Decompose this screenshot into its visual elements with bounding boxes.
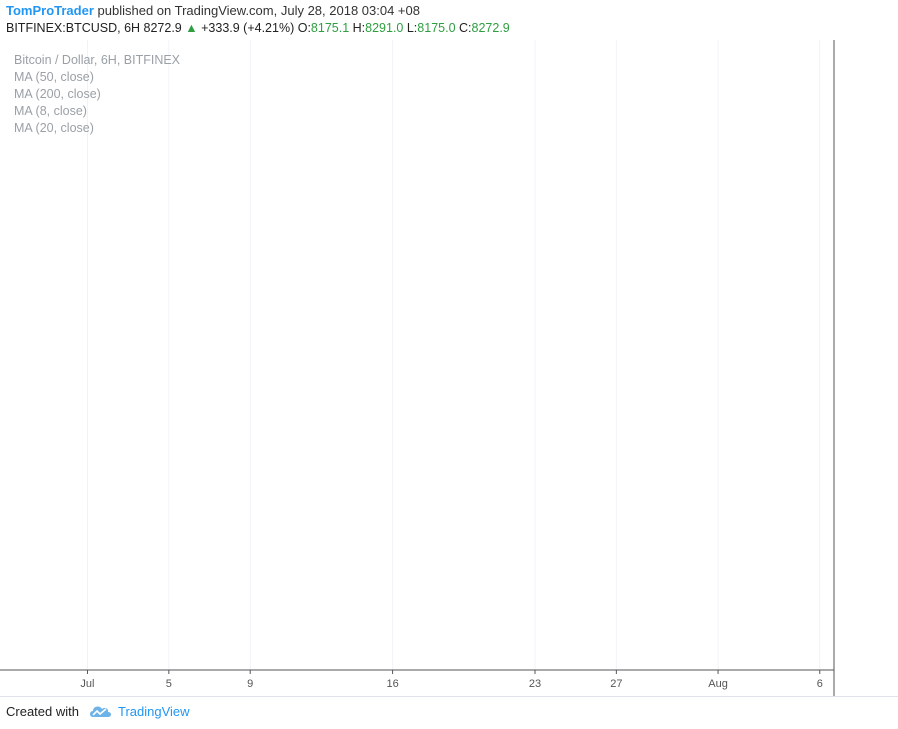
ohlc-values: O:8175.1 H:8291.0 L:8175.0 C:8272.9: [298, 21, 510, 35]
legend-ma50[interactable]: MA (50, close): [14, 70, 94, 84]
legend-ma200[interactable]: MA (200, close): [14, 87, 101, 101]
price-chart[interactable]: 10250.010000.09750.09500.09250.09000.087…: [0, 40, 898, 696]
x-axis[interactable]: Jul 5 9 16 23 27 Aug 6: [80, 670, 823, 690]
x-tick-label: 6: [817, 678, 823, 690]
x-tick-label: Jul: [80, 678, 94, 690]
low-label: L:: [406, 21, 418, 35]
publish-line: TomProTrader published on TradingView.co…: [6, 3, 420, 18]
close-label: C:: [459, 21, 472, 35]
author-link[interactable]: TomProTrader: [6, 3, 94, 18]
x-tick-label: 9: [247, 678, 253, 690]
open-label: O:: [297, 21, 311, 35]
tradingview-brand[interactable]: TradingView: [118, 704, 190, 719]
up-triangle-icon: ▲: [185, 21, 198, 35]
created-with-text: Created with: [6, 704, 79, 719]
legend-title: Bitcoin / Dollar, 6H, BITFINEX: [14, 53, 181, 67]
open-value: 8175.1: [310, 21, 350, 35]
change: +333.9 (+4.21%): [201, 21, 295, 35]
chart-background: [0, 40, 898, 696]
x-tick-label: 16: [386, 678, 398, 690]
low-value: 8175.0: [417, 21, 456, 35]
x-tick-label: Aug: [708, 678, 728, 690]
legend-ma8[interactable]: MA (8, close): [14, 104, 87, 118]
high-value: 8291.0: [365, 21, 404, 35]
grid: [86, 40, 821, 670]
legend-ma20[interactable]: MA (20, close): [14, 121, 94, 135]
chart-legend: Bitcoin / Dollar, 6H, BITFINEX MA (50, c…: [14, 52, 180, 137]
x-tick-label: 27: [610, 678, 622, 690]
x-tick-label: 5: [166, 678, 172, 690]
symbol: BITFINEX:BTCUSD, 6H: [6, 21, 141, 35]
x-tick-label: 23: [529, 678, 541, 690]
footer: Created with TradingView: [0, 696, 898, 729]
symbol-line: BITFINEX:BTCUSD, 6H 8272.9 ▲ +333.9 (+4.…: [6, 21, 510, 35]
tradingview-cloud-icon[interactable]: [88, 703, 112, 719]
published-text: published on TradingView.com, July 28, 2…: [97, 3, 420, 18]
last-price: 8272.9: [143, 21, 182, 35]
close-value: 8272.9: [471, 21, 510, 35]
high-label: H:: [352, 21, 366, 35]
